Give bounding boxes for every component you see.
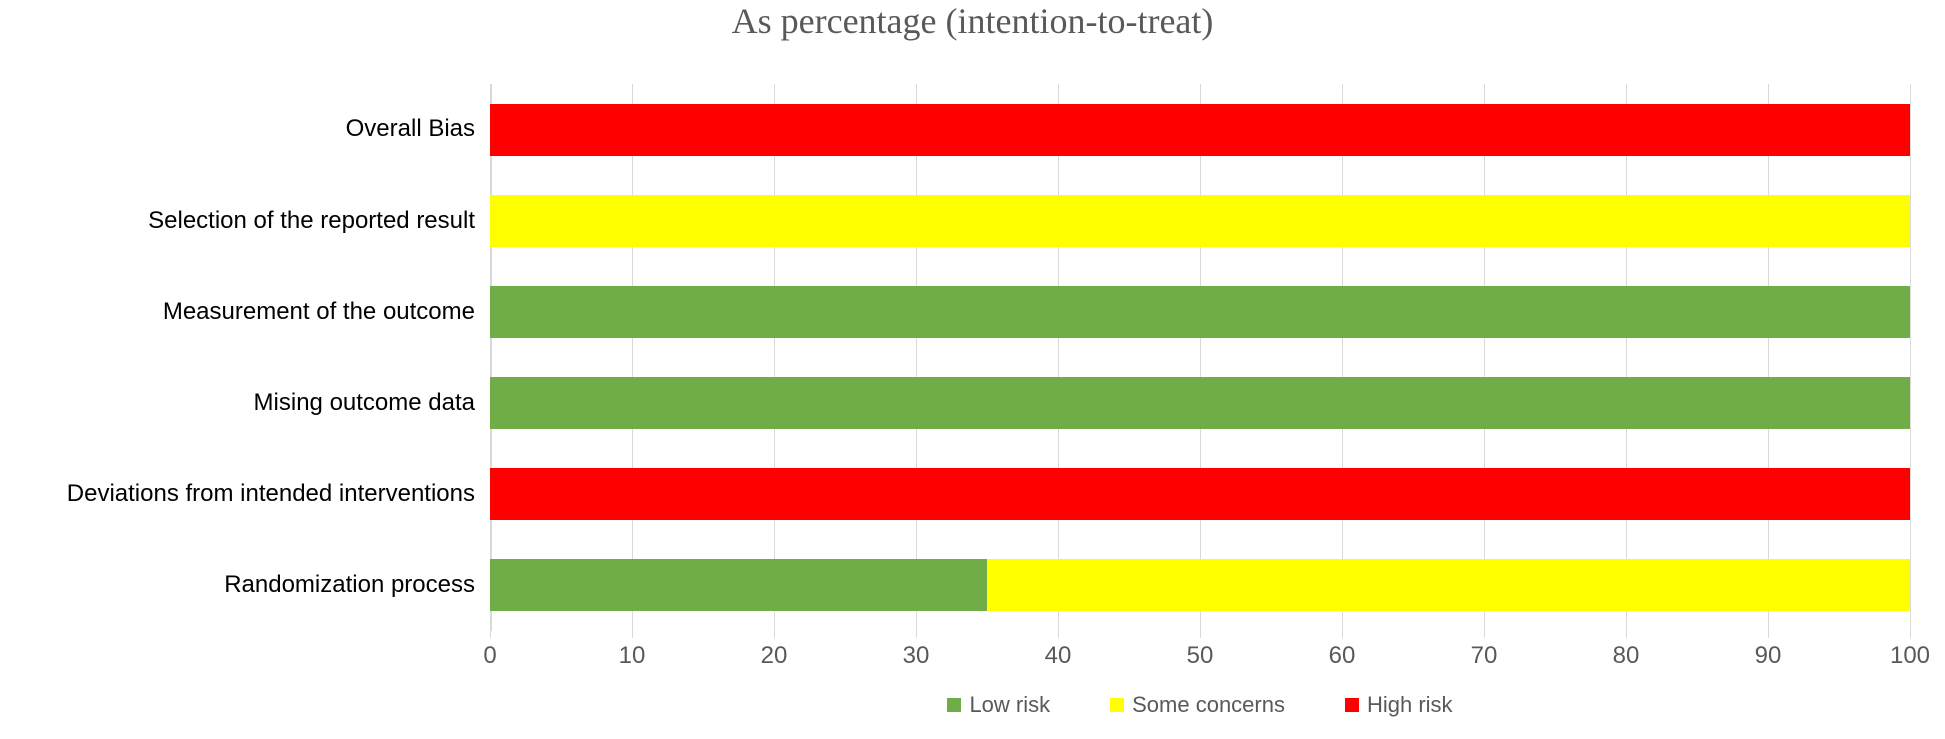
chart-title: As percentage (intention-to-treat) bbox=[0, 0, 1945, 42]
x-tick-mark bbox=[1058, 631, 1059, 638]
legend-item-high: High risk bbox=[1345, 692, 1453, 718]
bar-row bbox=[490, 468, 1910, 520]
x-tick-label: 40 bbox=[1045, 642, 1072, 670]
legend-label: Low risk bbox=[969, 692, 1050, 718]
y-axis-label: Randomization process bbox=[0, 559, 475, 611]
gridline bbox=[1910, 84, 1911, 631]
x-axis: 0102030405060708090100 bbox=[490, 636, 1910, 674]
bar-row bbox=[490, 286, 1910, 338]
bar-segment-high bbox=[490, 104, 1910, 156]
x-tick-mark bbox=[916, 631, 917, 638]
bar-segment-low bbox=[490, 286, 1910, 338]
legend-swatch bbox=[1110, 698, 1124, 712]
x-tick-label: 20 bbox=[761, 642, 788, 670]
plot-area bbox=[490, 84, 1910, 631]
bar-segment-low bbox=[490, 377, 1910, 429]
legend: Low risk Some concerns High risk bbox=[490, 692, 1910, 718]
bars-container bbox=[490, 84, 1910, 631]
bar-segment-some bbox=[490, 195, 1910, 247]
legend-swatch bbox=[947, 698, 961, 712]
bar-segment-low bbox=[490, 559, 987, 611]
risk-of-bias-chart: As percentage (intention-to-treat) Overa… bbox=[0, 0, 1945, 739]
x-tick-mark bbox=[1768, 631, 1769, 638]
x-tick-label: 90 bbox=[1755, 642, 1782, 670]
bar-segment-some bbox=[987, 559, 1910, 611]
y-axis-labels: Overall Bias Selection of the reported re… bbox=[0, 84, 475, 631]
y-axis-label: Mising outcome data bbox=[0, 377, 475, 429]
legend-label: Some concerns bbox=[1132, 692, 1285, 718]
bar-row bbox=[490, 559, 1910, 611]
legend-label: High risk bbox=[1367, 692, 1453, 718]
bar-row bbox=[490, 195, 1910, 247]
x-tick-label: 80 bbox=[1613, 642, 1640, 670]
legend-item-low: Low risk bbox=[947, 692, 1050, 718]
y-axis-label: Measurement of the outcome bbox=[0, 286, 475, 338]
x-tick-mark bbox=[1484, 631, 1485, 638]
x-tick-mark bbox=[490, 631, 491, 638]
x-tick-mark bbox=[1200, 631, 1201, 638]
y-axis-label: Overall Bias bbox=[0, 104, 475, 156]
y-axis-label: Selection of the reported result bbox=[0, 195, 475, 247]
x-tick-mark bbox=[1626, 631, 1627, 638]
x-tick-label: 60 bbox=[1329, 642, 1356, 670]
x-tick-label: 70 bbox=[1471, 642, 1498, 670]
x-tick-label: 0 bbox=[483, 642, 496, 670]
x-tick-label: 10 bbox=[619, 642, 646, 670]
legend-swatch bbox=[1345, 698, 1359, 712]
x-tick-mark bbox=[1342, 631, 1343, 638]
y-axis-label: Deviations from intended interventions bbox=[0, 468, 475, 520]
x-tick-mark bbox=[774, 631, 775, 638]
x-tick-label: 100 bbox=[1890, 642, 1930, 670]
bar-row bbox=[490, 104, 1910, 156]
bar-segment-high bbox=[490, 468, 1910, 520]
legend-item-some: Some concerns bbox=[1110, 692, 1285, 718]
x-tick-mark bbox=[1910, 631, 1911, 638]
x-tick-label: 30 bbox=[903, 642, 930, 670]
x-tick-mark bbox=[632, 631, 633, 638]
bar-row bbox=[490, 377, 1910, 429]
x-tick-label: 50 bbox=[1187, 642, 1214, 670]
